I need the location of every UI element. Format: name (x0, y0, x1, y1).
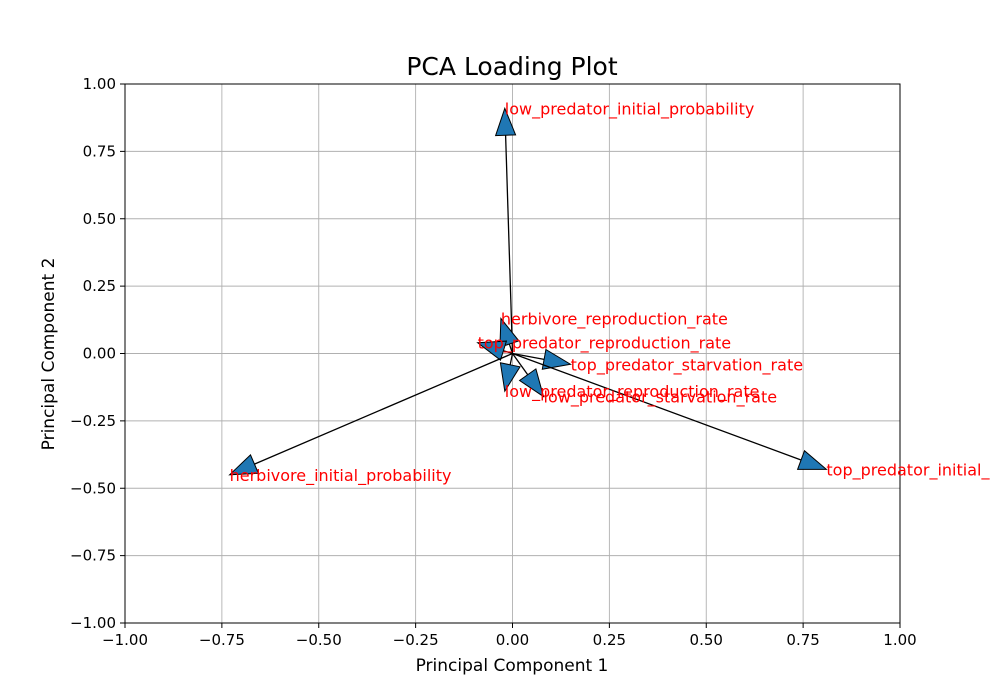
loading-arrow-head (228, 454, 260, 476)
loading-arrow-head (494, 106, 517, 137)
x-tick-label: −0.50 (296, 631, 342, 649)
loading-label: herbivore_reproduction_rate (501, 310, 728, 330)
y-tick-label: −0.75 (70, 547, 116, 565)
x-tick-label: −1.00 (102, 631, 148, 649)
loading-arrow-shaft (504, 135, 514, 354)
loading-label: herbivore_initial_probability (230, 466, 452, 486)
x-tick-label: 1.00 (883, 631, 916, 649)
loading-arrow-head (518, 368, 545, 398)
y-tick-label: 0.25 (83, 277, 116, 295)
loading-arrow-shaft (509, 353, 514, 365)
y-tick-label: 0.50 (83, 210, 116, 228)
x-tick-label: −0.75 (199, 631, 245, 649)
loading-arrow (228, 352, 513, 476)
loading-label: low_predator_initial_probability (505, 99, 755, 119)
loading-label: top_predator_reproduction_rate (478, 334, 732, 354)
chart-title: PCA Loading Plot (406, 52, 617, 81)
loading-arrow (512, 352, 828, 470)
y-tick-label: 0.75 (83, 142, 116, 160)
arrow-layer (228, 106, 828, 476)
y-tick-label: −0.50 (70, 479, 116, 497)
x-tick-label: 0.50 (690, 631, 723, 649)
loading-arrow-head (796, 449, 828, 470)
loading-arrow-shaft (508, 343, 514, 354)
loading-arrow-shaft (254, 352, 513, 465)
loading-label: low_predator_reproduction_rate (505, 382, 760, 402)
loading-label: top_predator_starvation_rate (571, 355, 803, 375)
loading-arrow-head (476, 340, 508, 362)
loading-arrow-head (541, 348, 573, 370)
loading-arrow (512, 348, 573, 370)
loading-arrow (511, 353, 545, 398)
x-tick-layer: −1.00 −0.75 −0.50 −0.25 0.00 0.25 0.50 0.75 1.00 (102, 623, 917, 649)
y-tick-label: −0.25 (70, 412, 116, 430)
loading-label: top_predator_initial_ (826, 460, 990, 480)
x-tick-label: 0.75 (786, 631, 819, 649)
x-tick-label: −0.25 (393, 631, 439, 649)
y-tick-layer: 1.00 0.75 0.50 0.25 0.00 −0.25 −0.50 −0.75 −1.00 (70, 75, 125, 632)
loading-arrow-shaft (512, 352, 545, 360)
loading-arrow (499, 353, 521, 393)
loading-arrow-shaft (503, 350, 513, 355)
y-tick-label: 1.00 (83, 75, 116, 93)
x-axis-label: Principal Component 1 (416, 656, 609, 676)
y-tick-label: −1.00 (70, 614, 116, 632)
loading-arrow (494, 106, 517, 354)
y-tick-label: 0.00 (83, 345, 116, 363)
x-tick-label: 0.25 (593, 631, 626, 649)
loading-arrow-head (499, 362, 521, 393)
loading-arrow-shaft (511, 353, 529, 376)
loading-arrow (499, 317, 520, 354)
loading-arrow-shaft (512, 352, 802, 461)
y-axis-label: Principal Component 2 (39, 258, 59, 451)
label-layer: low_predator_initial_probability herbivor… (230, 99, 991, 486)
loading-arrow-head (499, 317, 520, 348)
loading-label: low_predator_starvation_rate (544, 388, 778, 408)
loading-arrow (476, 340, 513, 362)
x-tick-label: 0.00 (496, 631, 529, 649)
